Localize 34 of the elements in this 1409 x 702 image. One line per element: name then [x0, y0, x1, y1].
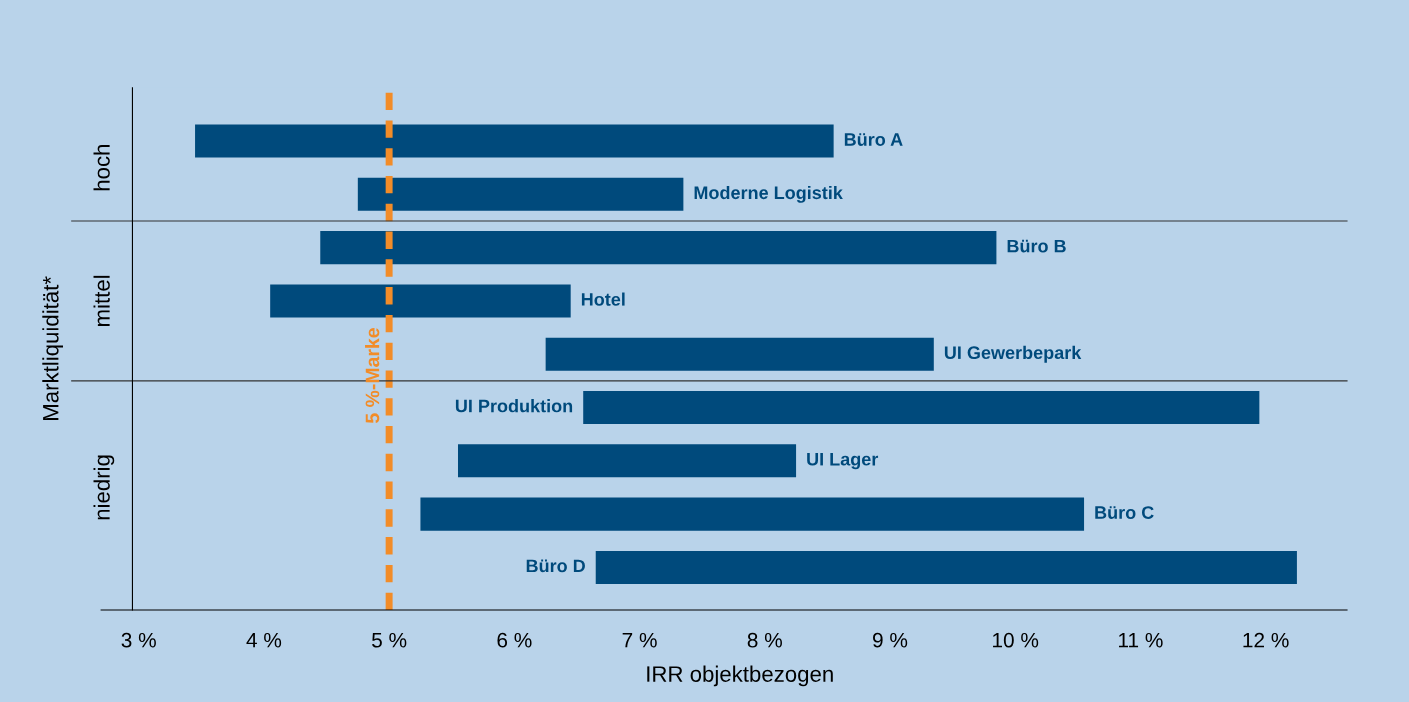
text: niedrig [93, 455, 115, 520]
bar [270, 284, 571, 318]
y-tick-label: Büro C [1095, 506, 1154, 519]
bar [195, 124, 834, 158]
bar [420, 497, 1085, 531]
y-tick-label: Büro A [844, 133, 903, 146]
bar [583, 391, 1260, 425]
x-tick-label: 5 % [372, 632, 407, 648]
y-tick-label: UI Produktion [455, 399, 573, 413]
bar [357, 177, 684, 211]
bar [545, 337, 934, 371]
y-tick-label: Moderne Logistik [694, 185, 843, 203]
x-tick-label: 8 % [747, 632, 782, 648]
x-tick-label: 12 % [1243, 632, 1289, 648]
x-tick-label: 7 % [622, 632, 657, 648]
x-tick-label: 9 % [873, 632, 908, 648]
text: hoch [93, 145, 110, 191]
text: mittel [93, 275, 110, 326]
bar [595, 550, 1297, 584]
y-tick-label: Hotel [581, 292, 625, 306]
y-tick-label: UI Lager [807, 452, 879, 470]
y-tick-label: UI Gewerbepark [944, 345, 1082, 363]
x-tick-label: 6 % [497, 632, 532, 648]
y-tick-label: Büro D [526, 559, 585, 573]
x-tick-label: 10 % [993, 632, 1039, 648]
x-tick-label: 4 % [246, 632, 282, 648]
x-axis-title: IRR objektbezogen [647, 665, 833, 687]
ref-line-label: 5 %-Marke [365, 328, 380, 424]
bar [320, 231, 997, 265]
bar [458, 444, 797, 478]
y-tick-label: Büro B [1007, 239, 1066, 253]
x-tick-label: 3 % [121, 632, 156, 648]
x-tick-label: 11 % [1119, 632, 1163, 648]
y-axis-title: Marktliquidität* [42, 276, 63, 420]
